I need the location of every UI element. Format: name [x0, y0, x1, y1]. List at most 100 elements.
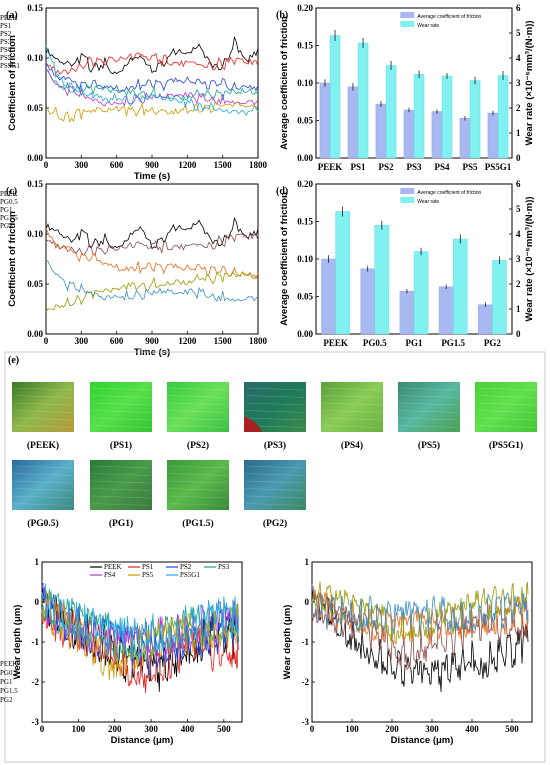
wear-track [245, 503, 305, 506]
y-axis-label: Coefficient of friction [7, 211, 18, 307]
micrograph-PG1 [90, 460, 152, 510]
wear-track [476, 425, 536, 428]
series-line-PS5G1 [41, 583, 239, 662]
x-tick-label: 900 [145, 336, 159, 346]
y2-tick-label: 1 [516, 128, 521, 138]
legend-label-PG1.5: PG1.5 [0, 214, 18, 222]
micrograph-label: (PS1) [110, 440, 132, 451]
x-tick-label: 1500 [214, 336, 233, 346]
wear-track [245, 387, 305, 391]
x-tick-label: PS5 [462, 162, 478, 172]
wear-track [13, 488, 73, 491]
y2-tick-label: 0 [516, 153, 521, 163]
legend-swatch-wear [400, 197, 415, 203]
x-tick-label: 300 [425, 724, 439, 734]
x-tick-label: 500 [217, 724, 231, 734]
wear-track [168, 495, 228, 499]
bar-wear-PS3 [413, 74, 425, 159]
wear-track [168, 410, 228, 413]
micrograph-label: (PEEK) [27, 440, 59, 451]
x-tick-label: PS2 [378, 162, 394, 172]
legend-label-PS4: PS4 [104, 571, 116, 579]
wear-track [168, 480, 228, 484]
series-line-PEEK [311, 586, 529, 692]
x-tick-label: 400 [181, 724, 195, 734]
y2-tick-label: 5 [516, 28, 521, 38]
y2-tick-label: 3 [516, 254, 521, 264]
legend-label-PG1: PG1 [0, 206, 13, 214]
legend-label-PG1.5: PG1.5 [0, 687, 18, 695]
y-tick-label: 0.10 [27, 229, 43, 239]
y-tick-label: -3 [302, 717, 310, 727]
wear-track [13, 395, 73, 398]
wear-track [476, 410, 536, 413]
wear-track [399, 410, 459, 413]
micrograph-label: (PS5G1) [489, 440, 523, 451]
x-tick-label: 100 [345, 724, 359, 734]
legend-swatch-cof [400, 12, 415, 18]
y2-tick-label: 2 [516, 279, 521, 289]
bar-cof-PG1 [399, 291, 415, 335]
legend-label-cof: Average coefficient of friction [417, 14, 481, 20]
legend-label-wear: Wear rate [417, 23, 439, 29]
wear-track [245, 410, 305, 413]
micrograph-label: (PS2) [187, 440, 209, 451]
wear-track [476, 395, 536, 398]
wear-track [13, 495, 73, 499]
x-tick-label: 500 [505, 724, 519, 734]
x-tick-label: 900 [145, 160, 159, 170]
x-axis-label: Time (s) [134, 347, 170, 358]
micrograph-PG0.5 [12, 460, 74, 510]
wear-track [13, 402, 73, 406]
y-axis-label: Wear depth (μm) [12, 605, 23, 680]
micrograph-label: (PG1.5) [182, 518, 213, 529]
chart-c: 0.00 0.05 0.10 0.15 0 300 600 900 1200 1500 1800 Ti… [0, 179, 268, 358]
legend-label-PS5G1: PS5G1 [0, 62, 20, 70]
x-tick-label: 200 [385, 724, 399, 734]
y-tick-label: -1 [302, 637, 310, 647]
wear-track [399, 395, 459, 398]
y-tick-label: 0.15 [27, 179, 43, 189]
wear-track [399, 425, 459, 428]
y-tick-label: 0.00 [27, 153, 43, 163]
bar-cof-PG0.5 [360, 268, 375, 335]
bar-wear-PEEK [335, 211, 350, 335]
x-tick-label: 600 [110, 336, 124, 346]
legend-label-PEEK: PEEK [0, 14, 18, 22]
wear-track [91, 387, 151, 391]
x-tick-label: PG2 [484, 338, 501, 348]
x-tick-label: PG0.5 [363, 338, 387, 348]
legend-label-wear: Wear rate [417, 199, 439, 205]
y-tick-label: 0.15 [27, 3, 43, 13]
wear-track [322, 425, 382, 428]
chart-a: 0.00 0.05 0.10 0.15 0 300 600 900 1200 1500 1800 Ti… [0, 3, 268, 182]
x-tick-label: PS3 [406, 162, 422, 172]
wear-track [91, 495, 151, 499]
x-tick-label: 300 [75, 336, 89, 346]
series-line-PS5 [41, 590, 239, 680]
y-axis-label: Average coefficient of friction [279, 192, 290, 326]
panel-label-b: (b) [276, 10, 288, 21]
wear-track [13, 425, 73, 428]
bar-wear-PS5G1 [497, 75, 509, 159]
x-axis-label: Distance (μm) [111, 735, 174, 746]
bar-cof-PS3 [403, 109, 415, 159]
micrograph-label: (PS5) [418, 440, 440, 451]
y-axis-label: Average coefficient of friction [279, 16, 290, 150]
x-tick-label: 300 [144, 724, 158, 734]
legend-label-cof: Average coefficient of friction [417, 190, 481, 196]
legend-label-PS2: PS2 [180, 563, 192, 571]
legend-label-PG2: PG2 [0, 696, 13, 704]
wear-track [168, 425, 228, 428]
wear-track [13, 473, 73, 476]
x-tick-label: 1800 [249, 336, 268, 346]
wear-track [168, 387, 228, 391]
bar-wear-PS1 [357, 42, 369, 159]
wear-track [168, 417, 228, 421]
legend-label-PS5: PS5 [0, 54, 12, 62]
bar-wear-PS4 [441, 75, 453, 159]
legend-label-PG1: PG1 [0, 678, 13, 686]
legend-label-PEEK: PEEK [104, 563, 122, 571]
wear-track [168, 395, 228, 398]
panel-label-a: (a) [6, 10, 18, 21]
